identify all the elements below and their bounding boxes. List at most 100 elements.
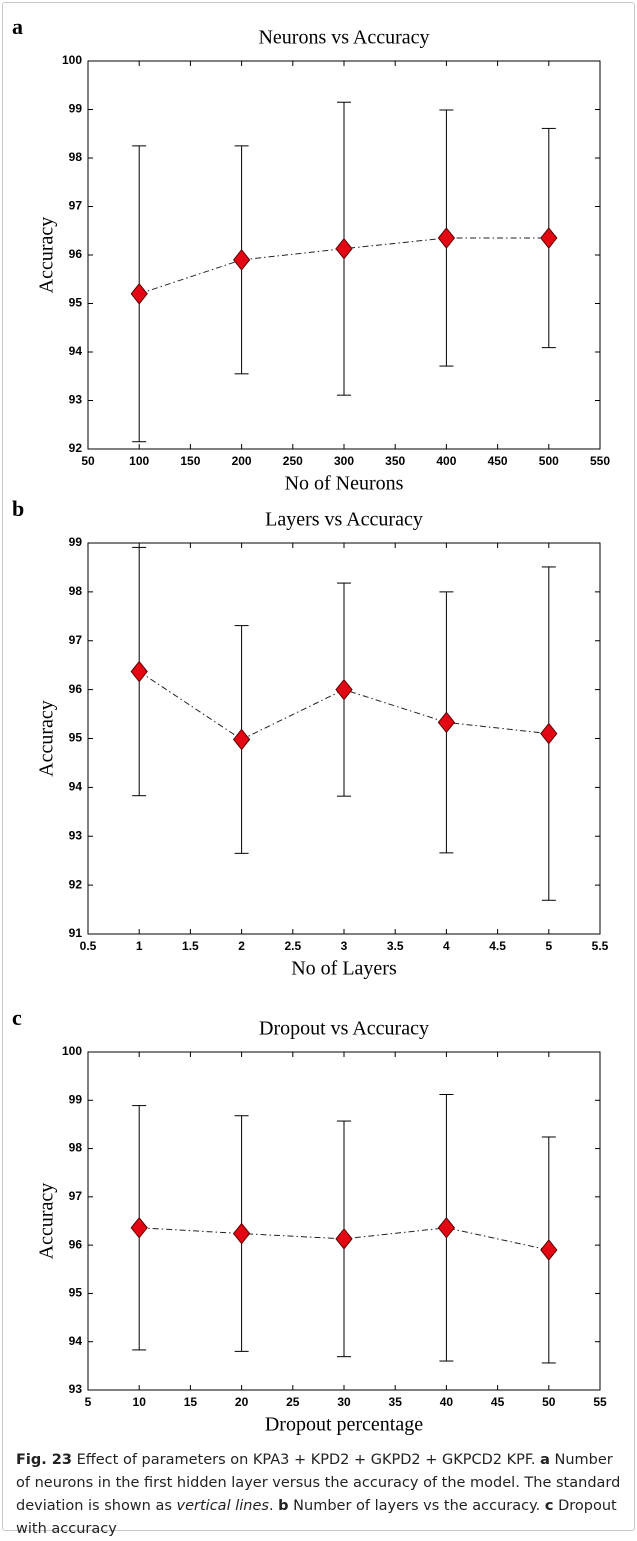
marker — [130, 660, 148, 683]
y-tick-label: 94 — [69, 1334, 83, 1348]
y-axis-label: Accuracy — [36, 700, 58, 777]
marker — [437, 227, 456, 249]
y-tick-label: 97 — [69, 633, 83, 647]
x-tick-label: 25 — [286, 1395, 300, 1409]
y-tick-label: 92 — [69, 441, 83, 455]
y-axis-label: Accuracy — [36, 1183, 58, 1260]
panel-label: c — [12, 1005, 22, 1030]
series-line — [139, 237, 549, 295]
panel-label: a — [12, 14, 23, 39]
y-axis-label: Accuracy — [36, 217, 58, 294]
chart-title: Neurons vs Accuracy — [258, 27, 429, 49]
x-tick-label: 550 — [590, 454, 610, 468]
x-tick-label: 15 — [184, 1395, 198, 1409]
marker — [335, 678, 353, 701]
x-axis-label: Dropout percentage — [265, 1414, 423, 1436]
x-tick-label: 2 — [238, 939, 245, 953]
y-tick-label: 93 — [69, 393, 83, 407]
marker — [437, 711, 456, 734]
x-tick-label: 100 — [129, 454, 149, 468]
marker — [437, 1216, 456, 1239]
x-tick-label: 30 — [337, 1395, 351, 1409]
series-line — [138, 671, 549, 741]
x-tick-label: 350 — [385, 454, 405, 468]
y-tick-label: 98 — [69, 150, 83, 164]
y-tick-label: 94 — [69, 780, 83, 794]
y-tick-label: 99 — [69, 535, 83, 549]
x-tick-label: 1 — [136, 939, 143, 953]
x-tick-label: 45 — [491, 1395, 505, 1409]
x-axis-label: No of Layers — [291, 958, 397, 980]
x-tick-label: 400 — [436, 454, 456, 468]
x-tick-label: 3 — [341, 939, 348, 953]
x-tick-label: 50 — [81, 454, 95, 468]
x-tick-label: 3.5 — [387, 939, 404, 953]
caption-panel-label: a — [540, 1452, 550, 1468]
y-tick-label: 95 — [69, 1286, 83, 1300]
marker — [335, 1228, 353, 1250]
caption-figure-number: Fig. 23 — [16, 1452, 72, 1468]
panel-label: b — [12, 496, 24, 521]
x-tick-label: 450 — [488, 454, 508, 468]
x-tick-label: 55 — [593, 1395, 607, 1409]
x-tick-label: 4.5 — [489, 939, 506, 953]
y-tick-label: 94 — [69, 344, 83, 358]
y-tick-label: 99 — [69, 1092, 83, 1106]
x-tick-label: 10 — [133, 1395, 147, 1409]
figure: a Neurons vs Accuracy 92 93 94 95 96 97 98 99 100 5… — [12, 14, 610, 1436]
x-tick-label: 250 — [283, 454, 303, 468]
caption-panel-label: c — [544, 1498, 554, 1514]
y-tick-label: 91 — [69, 926, 83, 940]
marker — [540, 227, 558, 249]
caption-emphasis: vertical lines — [176, 1498, 269, 1514]
y-tick-label: 92 — [69, 877, 83, 891]
x-tick-label: 50 — [542, 1395, 556, 1409]
caption-text: Effect of parameters on KPA3 + KPD2 + GK… — [72, 1452, 541, 1468]
x-axis-label: No of Neurons — [285, 473, 404, 495]
y-tick-label: 93 — [69, 1382, 83, 1396]
chart-title: Layers vs Accuracy — [265, 509, 423, 531]
caption-text: . — [268, 1498, 279, 1514]
marker — [232, 249, 251, 271]
marker — [130, 1216, 148, 1239]
x-tick-label: 300 — [334, 454, 354, 468]
x-tick-label: 1.5 — [182, 939, 199, 953]
y-tick-label: 95 — [69, 296, 83, 310]
x-tick-label: 5 — [85, 1395, 92, 1409]
y-tick-label: 96 — [69, 247, 83, 261]
caption-text: Number of layers vs the accuracy. — [288, 1498, 545, 1514]
y-tick-label: 98 — [69, 584, 83, 598]
x-tick-label: 20 — [235, 1395, 249, 1409]
y-tick-label: 100 — [62, 1044, 82, 1058]
y-tick-label: 100 — [62, 53, 82, 67]
marker — [540, 1239, 558, 1261]
marker — [130, 282, 148, 305]
y-tick-label: 95 — [69, 731, 83, 745]
marker — [540, 722, 558, 745]
x-tick-label: 5 — [545, 939, 552, 953]
x-tick-label: 2.5 — [284, 939, 301, 953]
y-tick-label: 99 — [69, 102, 83, 116]
caption-text: Number of neurons in the first hidden la… — [16, 1452, 621, 1514]
x-tick-label: 4 — [443, 939, 450, 953]
y-tick-label: 93 — [69, 828, 83, 842]
x-tick-label: 35 — [389, 1395, 403, 1409]
marker — [232, 728, 251, 751]
x-tick-label: 5.5 — [592, 939, 609, 953]
chart-title: Dropout vs Accuracy — [259, 1018, 429, 1040]
x-tick-label: 500 — [539, 454, 559, 468]
y-tick-label: 98 — [69, 1141, 83, 1155]
y-tick-label: 96 — [69, 1237, 83, 1251]
x-tick-label: 200 — [232, 454, 252, 468]
x-tick-label: 40 — [440, 1395, 454, 1409]
caption: Fig. 23 Effect of parameters on KPA3 + K… — [16, 1449, 621, 1541]
y-tick-label: 97 — [69, 1189, 83, 1203]
marker — [232, 1222, 251, 1245]
y-tick-label: 97 — [69, 199, 83, 213]
x-tick-label: 0.5 — [80, 939, 97, 953]
caption-panel-label: b — [278, 1498, 289, 1514]
marker — [335, 237, 353, 260]
x-tick-label: 150 — [180, 454, 200, 468]
y-tick-label: 96 — [69, 682, 83, 696]
